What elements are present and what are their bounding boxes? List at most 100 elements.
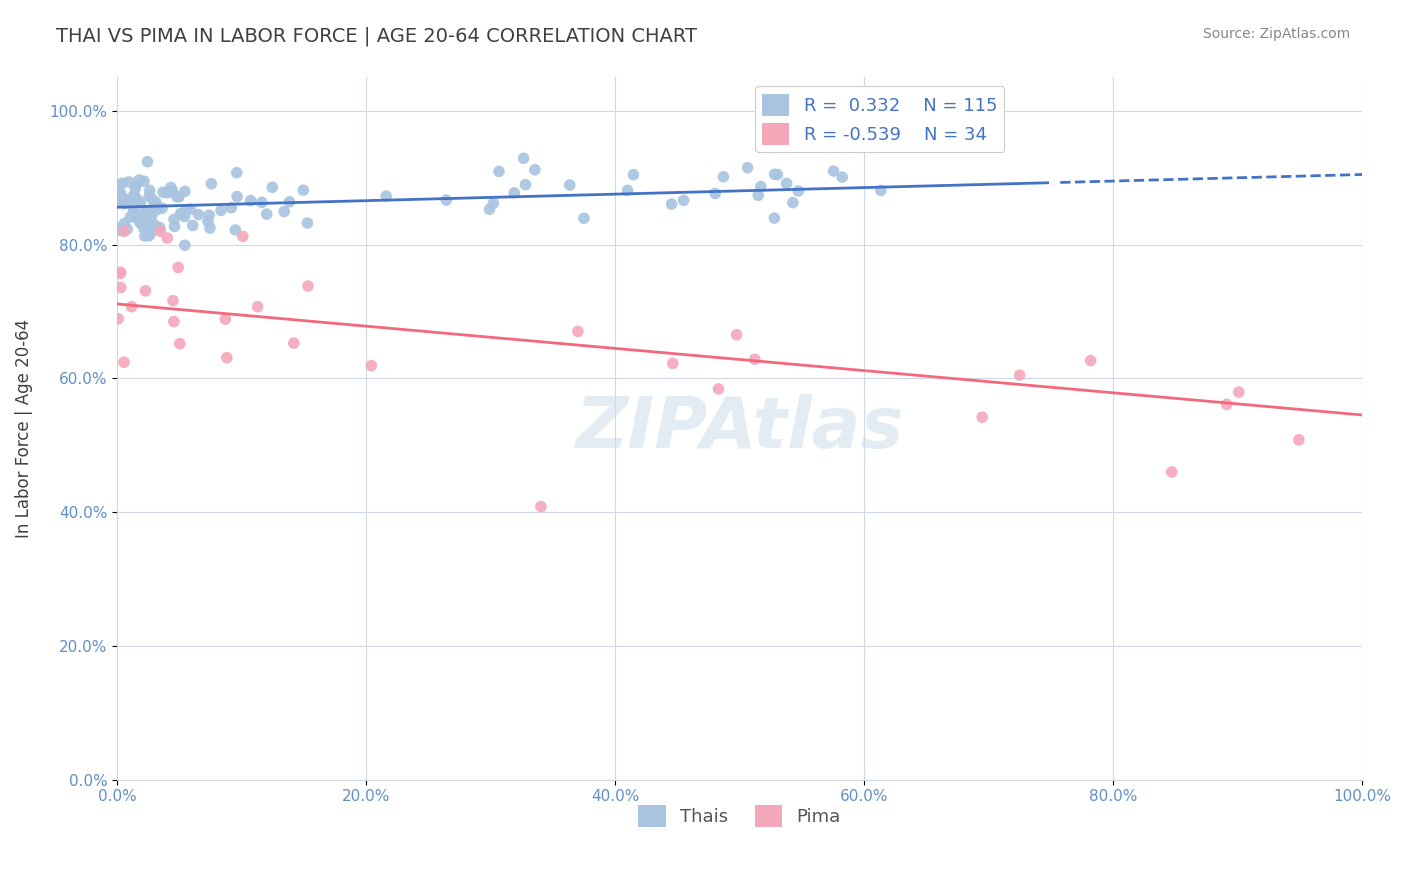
Point [107,311,129,326]
Point [215,351,238,365]
Point [108,267,131,281]
Point [107,178,129,193]
Point [198,208,221,222]
Point [128,173,150,187]
Point [122,200,145,214]
Point [125,191,148,205]
Point [138,188,160,202]
Point [870,183,893,197]
Point [176,202,198,217]
Point [273,204,295,219]
Point [782,195,804,210]
Point [737,161,759,175]
Point [503,186,526,200]
Point [136,154,159,169]
Point [166,189,188,203]
Point [149,220,172,235]
Text: Source: ZipAtlas.com: Source: ZipAtlas.com [1202,27,1350,41]
Point [138,183,160,197]
Point [167,260,190,275]
Point [136,207,159,221]
Point [146,202,169,217]
Point [121,300,143,314]
Point [707,382,730,396]
Point [283,336,305,351]
Point [488,164,510,178]
Point [174,184,197,198]
Point [278,194,301,209]
Point [112,224,135,238]
Point [132,174,155,188]
Point [138,228,160,243]
Point [375,189,398,203]
Point [558,178,581,192]
Point [125,211,148,225]
Point [1008,368,1031,383]
Point [118,193,141,207]
Point [114,196,136,211]
Point [110,224,132,238]
Point [169,206,191,220]
Point [107,221,129,235]
Point [567,324,589,338]
Point [139,203,162,218]
Point [120,210,142,224]
Point [143,200,166,214]
Point [572,211,595,226]
Point [143,197,166,211]
Point [136,216,159,230]
Point [623,168,645,182]
Point [156,231,179,245]
Point [256,207,278,221]
Point [1288,433,1310,447]
Point [163,212,186,227]
Point [763,167,786,181]
Point [214,312,236,326]
Point [482,196,505,211]
Point [129,216,152,230]
Point [360,359,382,373]
Point [179,202,201,217]
Point [111,176,134,190]
Point [169,336,191,351]
Point [163,315,186,329]
Point [125,178,148,193]
Point [1227,385,1250,400]
Point [141,209,163,223]
Point [129,204,152,219]
Point [672,194,695,208]
Legend: Thais, Pima: Thais, Pima [631,797,848,834]
Point [141,192,163,206]
Point [110,265,132,279]
Point [530,500,553,514]
Point [478,202,501,217]
Point [250,195,273,210]
Point [135,206,157,220]
Point [711,169,734,184]
Point [108,185,131,199]
Point [297,279,319,293]
Point [156,186,179,200]
Point [787,184,810,198]
Point [749,179,772,194]
Point [167,190,190,204]
Point [149,224,172,238]
Point [122,206,145,220]
Point [134,206,156,220]
Point [124,187,146,202]
Point [110,280,132,294]
Point [125,193,148,207]
Y-axis label: In Labor Force | Age 20-64: In Labor Force | Age 20-64 [15,319,32,538]
Point [766,168,789,182]
Point [246,300,269,314]
Point [515,178,537,192]
Point [747,188,769,202]
Point [512,151,534,165]
Point [661,197,683,211]
Text: THAI VS PIMA IN LABOR FORCE | AGE 20-64 CORRELATION CHART: THAI VS PIMA IN LABOR FORCE | AGE 20-64 … [56,27,697,46]
Point [112,355,135,369]
Point [616,184,638,198]
Point [1160,465,1182,479]
Point [127,211,149,226]
Point [221,201,243,215]
